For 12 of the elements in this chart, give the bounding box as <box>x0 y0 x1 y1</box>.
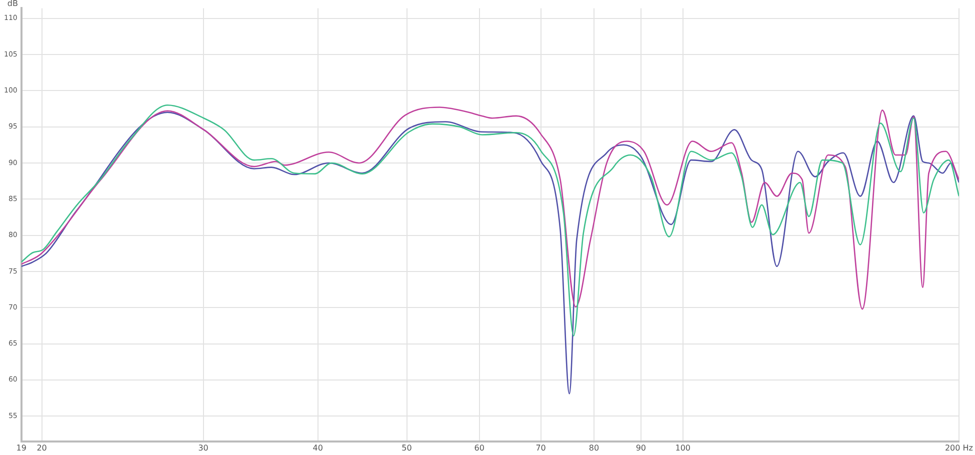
x-tick-label: 20 <box>36 443 47 452</box>
x-tick-label: 80 <box>588 443 600 452</box>
x-tick-label: 30 <box>198 443 208 452</box>
x-tick-label: 19 <box>16 443 26 452</box>
x-tick-label: 90 <box>636 443 646 452</box>
x-tick-label: 60 <box>474 443 484 452</box>
y-axis-title: dB <box>7 0 18 8</box>
x-tick-label: 40 <box>312 443 323 452</box>
x-tick-label: 50 <box>402 443 412 452</box>
x-tick-label: 70 <box>536 443 546 452</box>
x-tick-label: 200 Hz <box>944 443 973 452</box>
x-tick-label: 100 <box>675 443 691 452</box>
